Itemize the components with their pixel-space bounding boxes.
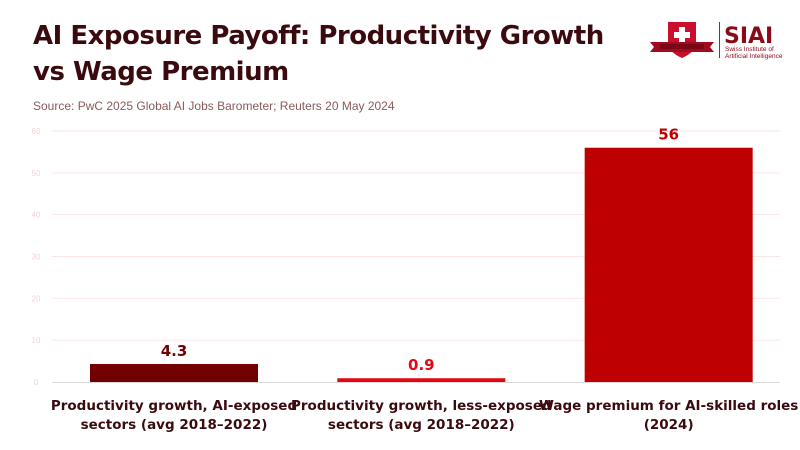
logo-subtitle-1: Swiss Institute of <box>725 46 774 53</box>
chart-title-line-2: vs Wage Premium <box>33 57 289 87</box>
y-tick-label: 10 <box>32 336 41 345</box>
bar <box>337 378 506 382</box>
category-label: Productivity growth, less-exposed <box>291 398 552 414</box>
logo-name: SIAI <box>724 24 773 49</box>
chart-source: Source: PwC 2025 Global AI Jobs Baromete… <box>33 99 395 113</box>
gridlines <box>52 130 780 341</box>
bar <box>584 147 753 382</box>
category-label: Wage premium for AI-skilled roles <box>539 398 798 414</box>
bar <box>90 364 258 382</box>
category-label: sectors (avg 2018–2022) <box>81 417 268 433</box>
y-tick-label: 50 <box>32 169 41 178</box>
category-label: (2024) <box>644 417 694 433</box>
swiss-cross-shield-icon <box>650 22 714 58</box>
data-label: 4.3 <box>161 342 188 360</box>
data-labels: 4.3 0.9 56 <box>161 126 679 375</box>
category-labels: Productivity growth, AI-exposed sectors (… <box>51 398 798 433</box>
siai-logo: SIAI Swiss Institute of Artificial Intel… <box>650 22 783 60</box>
data-label: 56 <box>658 126 679 144</box>
chart-title: AI Exposure Payoff: Productivity Growth … <box>33 18 633 90</box>
logo-divider <box>719 22 720 58</box>
category-label: Productivity growth, AI-exposed <box>51 398 297 414</box>
y-tick-label: 20 <box>32 294 41 303</box>
chart-title-line-1: AI Exposure Payoff: Productivity Growth <box>33 21 604 51</box>
y-tick-label: 40 <box>32 211 41 220</box>
logo-subtitle-2: Artificial Intelligence <box>725 53 783 60</box>
y-axis-ticks: 0 10 20 30 40 50 60 <box>32 127 41 387</box>
y-tick-label: 0 <box>34 378 39 387</box>
bars <box>90 147 753 382</box>
category-label: sectors (avg 2018–2022) <box>328 417 515 433</box>
y-tick-label: 60 <box>32 127 41 136</box>
y-tick-label: 30 <box>32 253 41 262</box>
data-label: 0.9 <box>408 356 435 374</box>
